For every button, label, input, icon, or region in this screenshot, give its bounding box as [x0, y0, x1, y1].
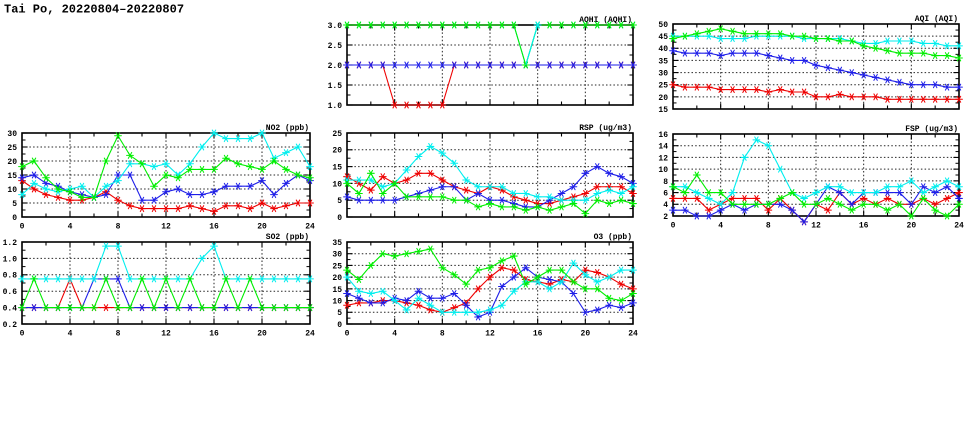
svg-text:12: 12 [658, 154, 668, 163]
svg-text:24: 24 [954, 222, 964, 231]
svg-text:8: 8 [116, 223, 121, 232]
svg-text:10: 10 [332, 297, 342, 306]
svg-text:3.0: 3.0 [328, 22, 343, 31]
svg-text:20: 20 [257, 223, 267, 232]
svg-text:12: 12 [161, 330, 171, 339]
svg-text:5: 5 [12, 200, 17, 209]
svg-text:16: 16 [658, 131, 668, 140]
svg-text:20: 20 [332, 147, 342, 156]
svg-text:30: 30 [658, 69, 668, 78]
svg-text:O3 (ppb): O3 (ppb) [594, 233, 632, 242]
svg-text:20: 20 [332, 274, 342, 283]
svg-text:4: 4 [68, 330, 73, 339]
svg-text:20: 20 [658, 94, 668, 103]
svg-text:10: 10 [7, 186, 17, 195]
svg-text:4: 4 [392, 330, 397, 339]
svg-text:0: 0 [337, 321, 342, 330]
svg-text:15: 15 [658, 106, 668, 115]
svg-text:0.4: 0.4 [3, 305, 18, 314]
svg-text:35: 35 [658, 57, 668, 66]
svg-text:SO2 (ppb): SO2 (ppb) [266, 233, 309, 242]
svg-text:2.0: 2.0 [328, 62, 343, 71]
svg-text:2.5: 2.5 [328, 42, 343, 51]
svg-text:15: 15 [332, 286, 342, 295]
svg-text:0: 0 [671, 222, 676, 231]
svg-text:30: 30 [7, 130, 17, 139]
svg-text:40: 40 [658, 45, 668, 54]
svg-text:15: 15 [332, 164, 342, 173]
svg-text:16: 16 [859, 222, 869, 231]
svg-text:0: 0 [12, 214, 17, 223]
svg-text:NO2 (ppb): NO2 (ppb) [266, 124, 309, 133]
svg-text:1.5: 1.5 [328, 82, 343, 91]
svg-text:0.6: 0.6 [3, 288, 18, 297]
svg-text:0.8: 0.8 [3, 272, 18, 281]
svg-text:0: 0 [20, 330, 25, 339]
svg-text:35: 35 [332, 239, 342, 248]
svg-text:24: 24 [305, 330, 315, 339]
svg-text:30: 30 [332, 251, 342, 260]
svg-text:24: 24 [628, 330, 638, 339]
svg-text:1.0: 1.0 [3, 255, 18, 264]
svg-text:2: 2 [663, 213, 668, 222]
svg-text:16: 16 [533, 330, 543, 339]
svg-text:1.0: 1.0 [328, 102, 343, 111]
svg-text:0: 0 [337, 214, 342, 223]
svg-text:RSP (ug/m3): RSP (ug/m3) [579, 124, 632, 133]
svg-text:25: 25 [658, 82, 668, 91]
svg-text:20: 20 [907, 222, 917, 231]
svg-text:16: 16 [209, 330, 219, 339]
svg-text:6: 6 [663, 189, 668, 198]
svg-text:4: 4 [68, 223, 73, 232]
svg-text:4: 4 [663, 201, 668, 210]
svg-text:10: 10 [658, 166, 668, 175]
svg-text:AQHI (AQHI): AQHI (AQHI) [579, 16, 632, 25]
svg-text:45: 45 [658, 33, 668, 42]
svg-text:8: 8 [766, 222, 771, 231]
svg-text:AQI (AQI): AQI (AQI) [915, 15, 958, 24]
svg-text:20: 20 [581, 330, 591, 339]
svg-text:24: 24 [305, 223, 315, 232]
svg-text:0: 0 [345, 330, 350, 339]
svg-text:FSP (ug/m3): FSP (ug/m3) [905, 125, 958, 134]
svg-text:12: 12 [161, 223, 171, 232]
svg-text:10: 10 [332, 180, 342, 189]
svg-text:5: 5 [337, 197, 342, 206]
svg-text:4: 4 [718, 222, 723, 231]
svg-text:16: 16 [209, 223, 219, 232]
svg-text:Tai Po, 20220804–20220807: Tai Po, 20220804–20220807 [4, 3, 184, 17]
svg-text:0: 0 [20, 223, 25, 232]
svg-text:0.2: 0.2 [3, 321, 18, 330]
svg-text:25: 25 [332, 262, 342, 271]
svg-text:5: 5 [337, 309, 342, 318]
svg-text:25: 25 [332, 130, 342, 139]
svg-text:20: 20 [257, 330, 267, 339]
svg-text:12: 12 [811, 222, 821, 231]
svg-text:8: 8 [116, 330, 121, 339]
svg-text:8: 8 [440, 330, 445, 339]
svg-text:25: 25 [7, 144, 17, 153]
svg-text:50: 50 [658, 21, 668, 30]
svg-text:14: 14 [658, 143, 668, 152]
svg-text:1.2: 1.2 [3, 239, 18, 248]
svg-text:15: 15 [7, 172, 17, 181]
svg-text:12: 12 [485, 330, 495, 339]
svg-text:20: 20 [7, 158, 17, 167]
svg-text:8: 8 [663, 178, 668, 187]
